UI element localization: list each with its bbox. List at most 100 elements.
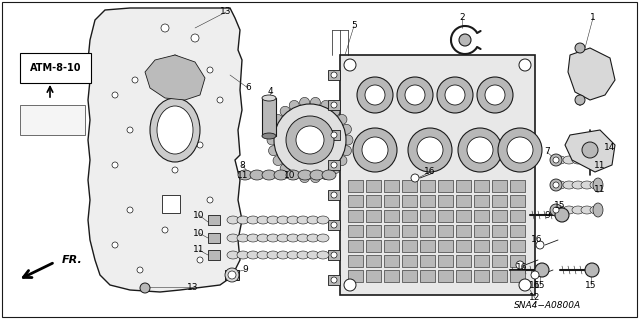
Ellipse shape [277,234,289,242]
Bar [262,98,276,136]
Text: 9: 9 [544,211,550,219]
Polygon shape [145,55,205,100]
Bar [474,195,489,207]
Bar [456,255,471,267]
Bar [492,270,507,282]
Text: 16: 16 [516,263,528,272]
Circle shape [162,112,168,118]
Text: 16: 16 [531,235,543,244]
Bar [456,270,471,282]
Circle shape [507,137,533,163]
Circle shape [321,170,331,180]
Text: 11: 11 [237,170,249,180]
Bar [492,240,507,252]
Circle shape [321,100,331,110]
Text: 16: 16 [424,167,436,176]
Ellipse shape [572,206,584,214]
Ellipse shape [297,216,309,224]
Bar [366,195,381,207]
Bar [384,255,399,267]
Ellipse shape [554,156,566,164]
Circle shape [585,263,599,277]
Bar [510,180,525,192]
Ellipse shape [262,133,276,139]
Ellipse shape [262,95,276,101]
Circle shape [337,156,347,166]
Circle shape [553,157,559,163]
Circle shape [267,135,277,145]
Bar [492,225,507,237]
Circle shape [331,132,337,138]
Text: 13: 13 [188,283,199,292]
Circle shape [498,128,542,172]
Ellipse shape [581,156,593,164]
Text: 15: 15 [534,280,546,290]
Circle shape [191,34,199,42]
Circle shape [289,170,300,180]
Bar [20,105,85,135]
Circle shape [161,24,169,32]
Circle shape [112,242,118,248]
Ellipse shape [307,216,319,224]
Polygon shape [568,48,615,100]
Ellipse shape [307,251,319,259]
Bar [474,180,489,192]
Ellipse shape [257,251,269,259]
Text: SNA4−A0800A: SNA4−A0800A [515,300,582,309]
Bar [384,195,399,207]
Bar [208,250,220,260]
Bar [384,210,399,222]
Polygon shape [565,130,615,172]
Circle shape [536,241,544,249]
Bar [328,190,340,200]
Bar [420,195,435,207]
Text: 14: 14 [604,144,616,152]
Circle shape [458,128,502,172]
Circle shape [197,142,203,148]
Ellipse shape [287,216,299,224]
Circle shape [550,204,562,216]
Circle shape [365,85,385,105]
Bar [366,255,381,267]
Bar [348,255,363,267]
Bar [438,195,453,207]
Circle shape [140,283,150,293]
Bar [348,210,363,222]
Text: 11: 11 [595,186,605,195]
Ellipse shape [250,170,264,180]
Bar [510,225,525,237]
Bar [420,240,435,252]
Bar [366,225,381,237]
Ellipse shape [238,170,252,180]
Circle shape [286,116,334,164]
Ellipse shape [247,251,259,259]
Circle shape [112,92,118,98]
Circle shape [269,146,278,156]
Text: 10: 10 [193,228,205,238]
Circle shape [445,85,465,105]
Bar [438,255,453,267]
Circle shape [516,261,524,269]
Bar [402,270,417,282]
Circle shape [459,34,471,46]
Circle shape [550,154,562,166]
Ellipse shape [554,181,566,189]
Circle shape [274,104,346,176]
Text: 1: 1 [590,13,596,23]
Ellipse shape [322,170,336,180]
Circle shape [228,271,236,279]
Ellipse shape [257,234,269,242]
Circle shape [331,252,337,258]
Circle shape [330,164,340,174]
Polygon shape [88,8,242,292]
Ellipse shape [287,234,299,242]
Circle shape [437,77,473,113]
Bar [474,240,489,252]
Circle shape [342,124,351,134]
Circle shape [331,222,337,228]
Circle shape [330,106,340,116]
Text: 12: 12 [529,293,541,302]
Circle shape [280,106,290,116]
Circle shape [172,55,178,61]
Bar [474,255,489,267]
